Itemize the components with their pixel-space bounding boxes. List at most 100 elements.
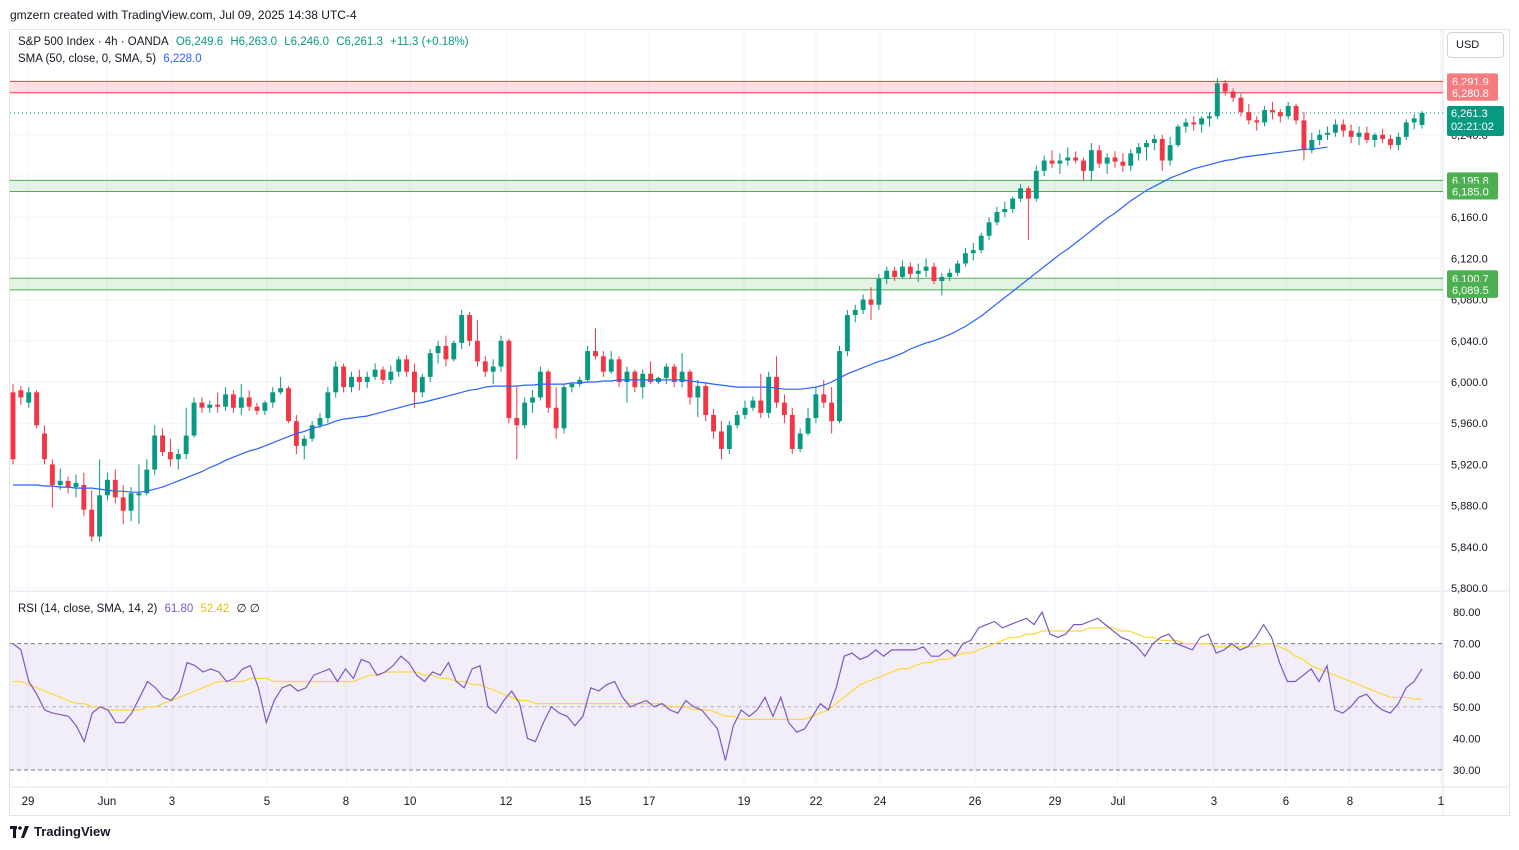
time-tick-label: 29 bbox=[22, 796, 35, 808]
zone-support-1 bbox=[10, 180, 1443, 192]
candle-up bbox=[608, 359, 614, 372]
candle-up bbox=[577, 379, 583, 385]
candle-up bbox=[986, 222, 992, 236]
candle-down bbox=[215, 404, 221, 407]
candle-down bbox=[687, 371, 693, 398]
candle-up bbox=[1325, 132, 1330, 135]
candle-down bbox=[868, 299, 874, 305]
candle-down bbox=[1081, 160, 1086, 171]
sma-line bbox=[13, 146, 1328, 493]
candle-up bbox=[994, 212, 1000, 223]
candle-down bbox=[703, 386, 709, 415]
tradingview-logo[interactable]: TradingView bbox=[10, 824, 110, 839]
candle-up bbox=[695, 386, 701, 398]
candle-up bbox=[561, 387, 567, 429]
rsi-sma-line bbox=[13, 627, 1423, 721]
candle-up bbox=[978, 235, 984, 251]
candle-up bbox=[1317, 134, 1323, 140]
candle-down bbox=[789, 414, 795, 449]
candle-up bbox=[175, 454, 181, 460]
candle-up bbox=[569, 384, 575, 388]
price-tick-label: 6,160.0 bbox=[1451, 212, 1488, 224]
candle-down bbox=[1159, 138, 1165, 161]
candle-up bbox=[325, 392, 331, 419]
candle-up bbox=[1151, 138, 1157, 144]
candle-down bbox=[1348, 130, 1354, 137]
time-tick-label: 6 bbox=[1283, 796, 1289, 808]
candle-up bbox=[900, 266, 905, 277]
candle-down bbox=[892, 270, 898, 277]
candle-up bbox=[128, 493, 134, 511]
candle-up bbox=[490, 366, 496, 372]
time-tick-label: 19 bbox=[738, 796, 751, 808]
rsi-tick-label: 50.00 bbox=[1453, 702, 1481, 714]
candle-down bbox=[474, 340, 480, 362]
candle-down bbox=[89, 509, 95, 537]
candle-up bbox=[317, 418, 323, 426]
candle-up bbox=[844, 315, 850, 352]
candle-up bbox=[1041, 160, 1047, 171]
price-tick-label: 5,960.0 bbox=[1451, 418, 1488, 430]
candle-down bbox=[758, 400, 764, 413]
candle-down bbox=[1096, 150, 1102, 164]
candle-up bbox=[876, 279, 882, 305]
candle-up bbox=[26, 392, 32, 403]
candle-down bbox=[545, 371, 551, 408]
candle-up bbox=[223, 394, 228, 407]
candle-down bbox=[10, 392, 16, 460]
candle-up bbox=[1395, 136, 1401, 146]
candle-up bbox=[837, 351, 842, 422]
price-tick-label: 6,000.0 bbox=[1451, 377, 1488, 389]
time-tick-label: 3 bbox=[169, 796, 175, 808]
last-price-value: 6,261.3 bbox=[1451, 108, 1488, 120]
candle-down bbox=[931, 266, 937, 282]
rsi-lines bbox=[12, 610, 1423, 761]
candle-up bbox=[1065, 157, 1071, 161]
rsi-label[interactable]: RSI (14, close, SMA, 14, 2) bbox=[18, 603, 158, 615]
candle-up bbox=[884, 270, 890, 279]
candle-up bbox=[1144, 143, 1149, 148]
candle-down bbox=[167, 452, 173, 460]
candle-up bbox=[1057, 160, 1063, 164]
candle-down bbox=[593, 351, 598, 357]
sma-value: 6,228.0 bbox=[163, 53, 202, 65]
candle-down bbox=[1254, 120, 1260, 123]
candle-up bbox=[1167, 145, 1173, 161]
candle-down bbox=[443, 345, 449, 360]
sma-label[interactable]: SMA (50, close, 0, SMA, 5) bbox=[18, 53, 157, 65]
candle-up bbox=[1419, 112, 1425, 125]
time-tick-label: 10 bbox=[404, 796, 417, 808]
currency-selector[interactable]: USD bbox=[1447, 32, 1504, 58]
candle-up bbox=[207, 404, 213, 408]
candle-up bbox=[1332, 124, 1338, 133]
candle-down bbox=[81, 485, 87, 510]
candle-up bbox=[1010, 198, 1016, 209]
candle-up bbox=[679, 371, 685, 382]
candle-up bbox=[1018, 188, 1023, 199]
candle-up bbox=[435, 345, 441, 354]
candle-down bbox=[506, 340, 512, 419]
candle-up bbox=[663, 366, 669, 378]
main-legend: S&P 500 Index · 4h · OANDA O6,249.6 H6,2… bbox=[18, 36, 473, 48]
price-tags: 6,291.96,280.86,195.86,185.06,100.76,089… bbox=[1447, 73, 1498, 298]
candle-up bbox=[238, 397, 244, 408]
candle-down bbox=[616, 359, 622, 382]
candle-up bbox=[939, 276, 945, 282]
candle-down bbox=[821, 394, 827, 403]
candle-down bbox=[1270, 110, 1275, 113]
zone-support-2 bbox=[10, 278, 1443, 290]
candle-down bbox=[1246, 112, 1252, 121]
high-value: H6,263.0 bbox=[230, 36, 278, 48]
time-tick-label: 12 bbox=[500, 796, 513, 808]
time-tick-label: 29 bbox=[1049, 796, 1062, 808]
candle-up bbox=[805, 418, 811, 434]
candle-up bbox=[1183, 122, 1189, 127]
candle-up bbox=[1002, 208, 1008, 213]
bar-countdown: 02:21:02 bbox=[1451, 121, 1494, 133]
candle-up bbox=[530, 397, 535, 403]
symbol-label[interactable]: S&P 500 Index · 4h · OANDA bbox=[18, 36, 169, 48]
chart-credit: gmzern created with TradingView.com, Jul… bbox=[10, 8, 357, 22]
rsi-value: 61.80 bbox=[164, 603, 194, 615]
grid-lines bbox=[10, 30, 1509, 816]
